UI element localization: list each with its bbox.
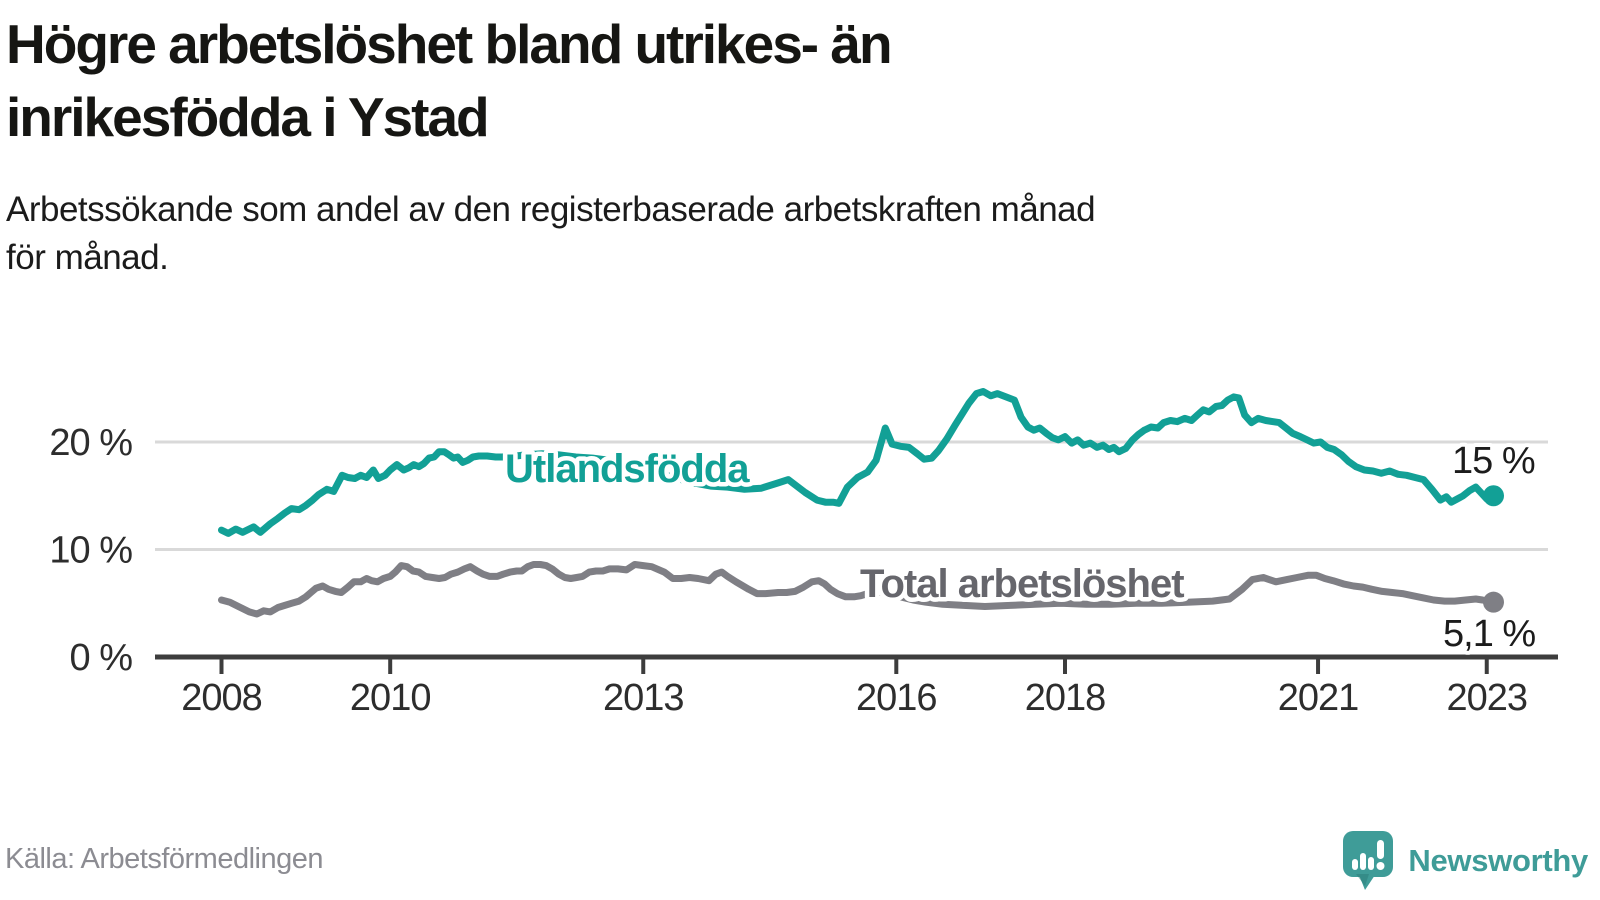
x-tick-label: 2018 xyxy=(1025,677,1106,719)
title-line-1: Högre arbetslöshet bland utrikes- än xyxy=(6,13,893,75)
x-tick-label: 2010 xyxy=(350,677,431,719)
series-label-total: Total arbetslöshet xyxy=(860,562,1184,606)
y-tick-label: 10 % xyxy=(49,530,132,572)
end-value-label-total: 5,1 % xyxy=(1443,613,1535,655)
x-tick-label: 2016 xyxy=(856,677,937,719)
logo-bar-1 xyxy=(1352,859,1359,870)
logo-exclamation-dot xyxy=(1376,862,1385,870)
logo-bar-2 xyxy=(1360,853,1367,870)
chart-subtitle: Arbetssökande som andel av den registerb… xyxy=(6,186,1566,283)
series-line-total xyxy=(218,561,1497,618)
x-tick-label: 2021 xyxy=(1278,677,1359,719)
source-note: Källa: Arbetsförmedlingen xyxy=(5,843,323,875)
page-title: Högre arbetslöshet bland utrikes- än inr… xyxy=(6,8,1566,153)
logo-exclamation-bar xyxy=(1377,840,1385,859)
end-value-label-utlandsfodda: 15 % xyxy=(1452,440,1535,482)
logo-bar-3 xyxy=(1368,857,1375,870)
newsworthy-logo: Newsworthy xyxy=(1342,830,1588,891)
series-line-utlandsfodda xyxy=(218,388,1497,537)
end-dot-total xyxy=(1482,591,1504,613)
newsworthy-icon xyxy=(1343,831,1394,890)
logo-bubble xyxy=(1343,831,1394,877)
y-tick-label: 20 % xyxy=(49,422,132,464)
title-line-2: inrikesfödda i Ystad xyxy=(6,85,490,148)
line-chart: 2008 2010 2013 2016 2018 2021 2023 0 % 10 % 20 % U… xyxy=(49,388,1558,719)
subtitle-line-1: Arbetssökande som andel av den registerb… xyxy=(6,190,1096,229)
x-tick-label: 2008 xyxy=(181,677,262,719)
y-tick-label: 0 % xyxy=(70,637,133,679)
brand-name: Newsworthy xyxy=(1408,842,1588,878)
logo-bubble-shadow xyxy=(1356,874,1370,886)
subtitle-line-2: för månad. xyxy=(6,238,169,278)
series-label-utlandsfodda: Utlandsfödda xyxy=(505,447,750,491)
x-tick-label: 2023 xyxy=(1446,677,1527,719)
end-dot-utlandsfodda xyxy=(1482,485,1504,507)
x-tick-label: 2013 xyxy=(603,677,684,719)
